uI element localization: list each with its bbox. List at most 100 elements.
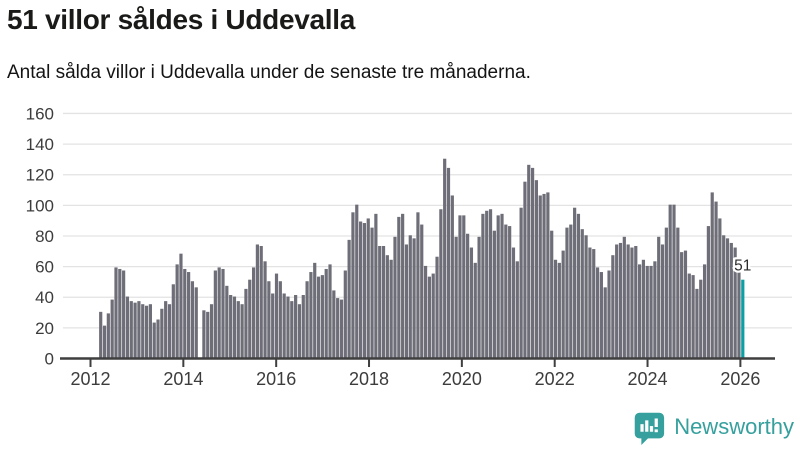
bar	[160, 308, 164, 358]
bars	[99, 158, 745, 358]
svg-text:2020: 2020	[442, 369, 482, 389]
bar	[557, 262, 561, 358]
bar	[496, 215, 500, 358]
bar	[297, 304, 302, 358]
bar	[175, 264, 179, 358]
bar	[660, 244, 665, 358]
bar	[336, 298, 340, 358]
bar	[263, 261, 267, 358]
bar	[534, 180, 539, 358]
bar	[668, 204, 672, 358]
bar	[305, 281, 309, 358]
svg-text:2012: 2012	[70, 369, 110, 389]
bar	[565, 227, 569, 358]
bar	[504, 224, 508, 358]
bar	[236, 301, 240, 358]
bar	[122, 270, 126, 358]
bar	[603, 287, 607, 358]
svg-text:120: 120	[26, 166, 54, 185]
bar	[458, 215, 462, 358]
bar	[259, 246, 263, 358]
mini-bar-chart-glyph	[640, 418, 659, 433]
bar	[274, 273, 279, 358]
bar	[580, 229, 584, 358]
bar	[607, 270, 611, 358]
bar	[183, 268, 187, 358]
bar	[324, 268, 328, 358]
svg-text:60: 60	[35, 258, 54, 277]
bar	[209, 304, 214, 358]
bar	[359, 221, 363, 358]
bar	[148, 304, 152, 358]
bar	[420, 224, 424, 358]
bar	[313, 262, 317, 358]
svg-text:160: 160	[26, 104, 54, 123]
bar	[110, 299, 114, 358]
bar	[538, 195, 542, 358]
newsworthy-logo[interactable]: Newsworthy	[630, 409, 794, 445]
bar	[271, 293, 275, 358]
bar	[741, 279, 745, 358]
bar	[347, 239, 351, 358]
bar	[255, 244, 259, 358]
bar	[401, 213, 405, 358]
bar	[156, 319, 160, 358]
bar	[488, 209, 493, 358]
bar	[129, 301, 133, 358]
bar	[672, 204, 676, 358]
bar	[385, 255, 389, 358]
bar	[144, 305, 149, 358]
bar	[530, 167, 535, 358]
speech-bubble-shape	[634, 412, 665, 445]
bar	[718, 218, 722, 358]
bar	[680, 252, 684, 358]
bar	[416, 212, 420, 358]
bar	[657, 236, 661, 358]
bar	[638, 264, 642, 358]
bar	[301, 295, 305, 358]
bar	[576, 213, 581, 358]
svg-text:80: 80	[35, 227, 54, 246]
bar	[515, 261, 519, 358]
svg-text:2014: 2014	[163, 369, 203, 389]
bar	[615, 244, 619, 358]
page-title: 51 villor såldes i Uddevalla	[7, 4, 355, 35]
bar	[118, 268, 122, 358]
bar	[194, 287, 198, 358]
bar	[454, 236, 458, 358]
bar	[171, 284, 175, 358]
bar	[370, 227, 374, 358]
bar	[362, 223, 367, 358]
bar	[137, 301, 141, 358]
bar	[389, 259, 393, 358]
bar	[164, 301, 168, 358]
bar	[332, 290, 336, 358]
bar	[102, 325, 107, 358]
bar	[393, 236, 397, 358]
bar	[282, 293, 286, 358]
bar	[523, 181, 527, 358]
bar	[114, 267, 118, 358]
bar	[290, 301, 294, 358]
bar	[584, 235, 588, 358]
bar	[446, 167, 451, 358]
newsworthy-brand-text: Newsworthy	[674, 414, 794, 439]
bar	[343, 270, 347, 358]
chart-subtitle: Antal sålda villor i Uddevalla under de …	[7, 62, 531, 83]
bar	[508, 226, 512, 358]
bar	[286, 296, 290, 358]
bar	[500, 213, 504, 358]
bar	[553, 259, 558, 358]
bar	[469, 247, 474, 358]
bar	[595, 267, 600, 358]
bar	[366, 218, 370, 358]
bar	[676, 227, 680, 358]
bar	[527, 164, 531, 358]
bar	[630, 247, 634, 358]
bar	[190, 281, 195, 358]
bar	[267, 281, 271, 358]
bar	[569, 224, 573, 358]
bar	[485, 210, 489, 358]
bar	[381, 246, 386, 358]
